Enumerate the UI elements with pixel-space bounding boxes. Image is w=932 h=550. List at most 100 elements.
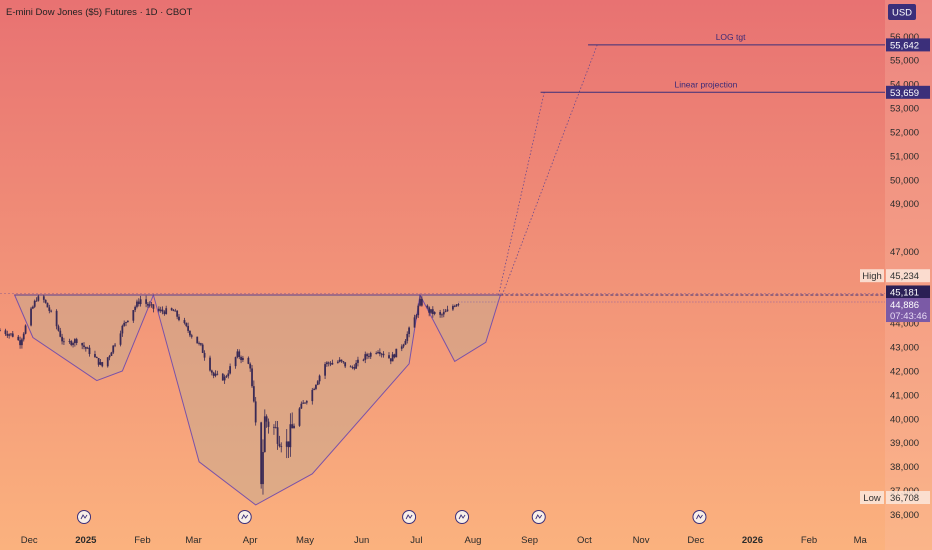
candle-body bbox=[431, 309, 434, 314]
candle-body bbox=[234, 357, 237, 367]
candle-body bbox=[369, 353, 372, 357]
candle-body bbox=[21, 339, 23, 346]
candle-body bbox=[428, 307, 431, 313]
candle-body bbox=[201, 344, 204, 353]
candle-body bbox=[413, 317, 416, 328]
candle-body bbox=[176, 310, 179, 317]
candle-body bbox=[83, 345, 85, 348]
candle-body bbox=[285, 441, 288, 447]
price-tick-label: 42,000 bbox=[890, 367, 919, 378]
candle-body bbox=[125, 322, 127, 323]
candle-body bbox=[291, 424, 294, 429]
candle-body bbox=[442, 312, 445, 315]
candle-body bbox=[276, 427, 279, 444]
event-marker-icon[interactable] bbox=[455, 510, 470, 524]
candle-body bbox=[178, 316, 180, 321]
candle-body bbox=[68, 341, 71, 342]
candle-body bbox=[380, 353, 383, 355]
candle-body bbox=[251, 368, 253, 387]
candle-body bbox=[99, 362, 102, 365]
candle-body bbox=[351, 367, 354, 368]
candle-body bbox=[132, 310, 135, 321]
low-label-bg bbox=[860, 491, 884, 505]
candle-body bbox=[274, 427, 277, 429]
candle-body bbox=[415, 315, 418, 318]
linear-projection-tag-value: 53,659 bbox=[890, 88, 919, 99]
head-shoulders-pattern bbox=[13, 293, 885, 506]
candle-body bbox=[316, 381, 319, 385]
log-target-tag-bg bbox=[886, 38, 930, 52]
candle-body bbox=[408, 327, 410, 334]
linear-projection-tag[interactable]: 53,659 bbox=[886, 85, 930, 99]
candle-body bbox=[327, 362, 330, 364]
linear-projection-label: Linear projection bbox=[674, 79, 737, 89]
price-tick-label: 40,000 bbox=[890, 414, 919, 425]
candle-body bbox=[453, 306, 456, 307]
candle-body bbox=[457, 304, 460, 305]
price-tick-label: 50,000 bbox=[890, 175, 919, 186]
price-tick-label: 53,000 bbox=[890, 104, 919, 115]
candle-body bbox=[455, 304, 458, 307]
currency-button[interactable]: USD bbox=[888, 4, 916, 20]
candle-body bbox=[123, 322, 126, 326]
event-marker-icon[interactable] bbox=[77, 510, 92, 524]
candle-body bbox=[55, 310, 58, 327]
candle-body bbox=[148, 304, 151, 306]
candle-body bbox=[73, 339, 76, 344]
candle-body bbox=[439, 312, 442, 315]
neckline-tag-value: 45,181 bbox=[890, 287, 919, 298]
candle-body bbox=[183, 320, 186, 324]
time-tick-label: Ma bbox=[854, 535, 868, 546]
candle-body bbox=[278, 443, 281, 447]
time-tick-label: Dec bbox=[687, 535, 704, 546]
event-marker-icon[interactable] bbox=[402, 510, 417, 524]
candle-body bbox=[446, 309, 449, 312]
candle-body bbox=[119, 333, 122, 345]
event-marker-icon[interactable] bbox=[531, 510, 546, 524]
price-tick-label: 49,000 bbox=[890, 199, 919, 210]
candle-body bbox=[326, 362, 328, 365]
candle-body bbox=[214, 373, 217, 376]
log-target-path bbox=[501, 44, 598, 296]
price-tick-label: 44,000 bbox=[890, 319, 919, 330]
candle-body bbox=[152, 304, 155, 309]
time-tick-label: 2026 bbox=[742, 535, 763, 546]
candle-body bbox=[252, 386, 255, 402]
candle-body bbox=[304, 402, 306, 404]
candle-body bbox=[216, 373, 219, 375]
candle-body bbox=[170, 308, 173, 311]
candle-body bbox=[72, 343, 74, 345]
candle-body bbox=[393, 354, 396, 358]
candle-body bbox=[59, 330, 62, 337]
event-marker-icon[interactable] bbox=[692, 510, 707, 524]
candle-body bbox=[419, 298, 421, 306]
candle-body bbox=[6, 334, 9, 336]
time-tick-label: Sep bbox=[521, 535, 538, 546]
candle-body bbox=[137, 301, 140, 305]
candles bbox=[0, 294, 460, 495]
candle-body bbox=[136, 301, 138, 307]
candle-body bbox=[236, 351, 239, 358]
candle-body bbox=[318, 375, 321, 382]
candle-body bbox=[331, 362, 334, 365]
candle-body bbox=[229, 366, 232, 374]
event-marker-glyph bbox=[458, 514, 466, 520]
candle-body bbox=[302, 402, 305, 404]
price-tick-label: 56,000 bbox=[890, 32, 919, 43]
candle-body bbox=[263, 416, 266, 452]
log-target-tag[interactable]: 55,642 bbox=[886, 38, 930, 52]
candle-body bbox=[241, 357, 244, 361]
event-marker-icon[interactable] bbox=[237, 510, 252, 524]
candle-body bbox=[342, 361, 345, 363]
candle-body bbox=[189, 330, 191, 336]
candle-body bbox=[37, 296, 40, 301]
chart-title: E-mini Dow Jones ($5) Futures · 1D · CBO… bbox=[6, 7, 193, 18]
candle-body bbox=[238, 351, 241, 358]
candle-body bbox=[88, 347, 91, 355]
candle-body bbox=[324, 364, 326, 376]
candle-body bbox=[404, 340, 407, 345]
candle-body bbox=[262, 451, 264, 485]
event-marker-glyph bbox=[535, 514, 543, 520]
